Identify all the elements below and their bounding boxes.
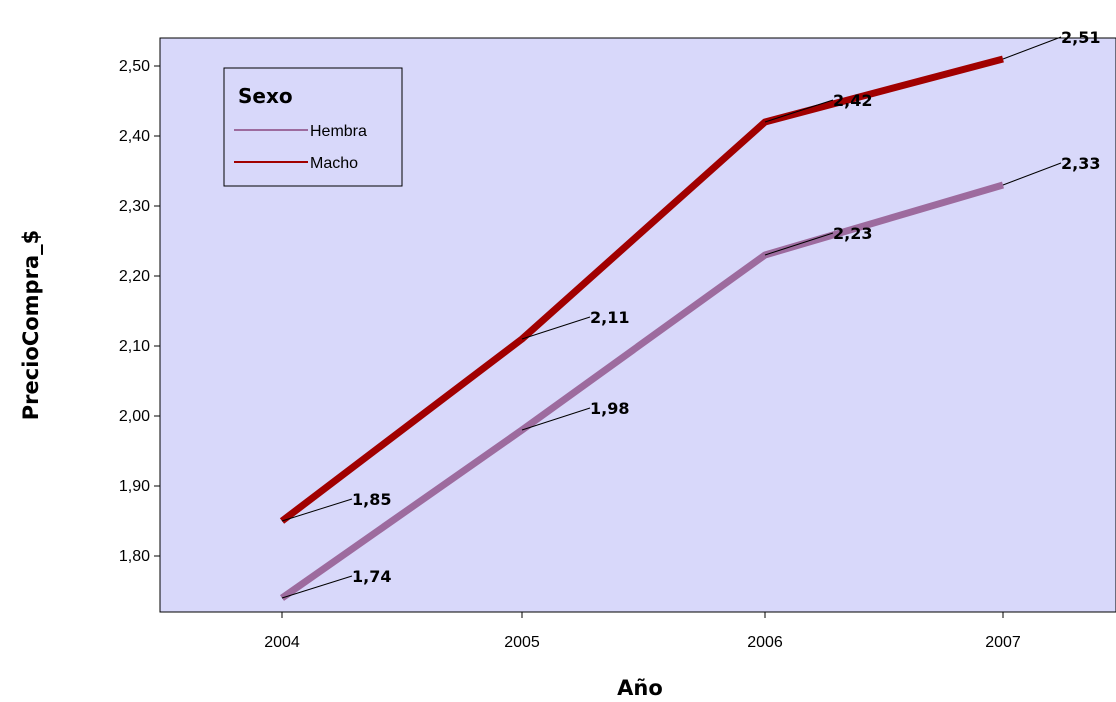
data-label-leader — [281, 575, 353, 599]
x-tick-label: 2007 — [985, 634, 1021, 651]
y-tick-label: 2,50 — [119, 58, 150, 75]
data-label-leader — [1002, 162, 1062, 186]
x-axis: 2004 2005 2006 2007 — [264, 612, 1021, 651]
y-axis-title: PrecioCompra_$ — [19, 230, 43, 420]
legend-label-macho: Macho — [310, 155, 358, 172]
data-label-leader — [521, 316, 591, 340]
y-tick-label: 2,40 — [119, 128, 150, 145]
legend-box — [223, 67, 403, 187]
data-label-leader — [764, 99, 834, 123]
series-layer — [279, 55, 1004, 601]
y-tick-label: 1,80 — [119, 548, 150, 565]
y-tick-label: 2,30 — [119, 198, 150, 215]
data-label-layer: 1,74 1,98 2,23 2,33 1,85 2,11 2,42 2,51 — [281, 28, 1100, 599]
legend-items: Hembra Macho — [234, 123, 367, 172]
data-label: 2,51 — [1061, 28, 1100, 47]
data-label: 1,85 — [352, 490, 391, 509]
y-tick-label: 2,20 — [119, 268, 150, 285]
x-axis-title: Año — [617, 676, 663, 700]
y-tick-label: 1,90 — [119, 478, 150, 495]
data-label-leader — [1002, 36, 1062, 60]
y-tick-label: 2,00 — [119, 408, 150, 425]
legend-label-hembra: Hembra — [310, 123, 367, 140]
data-label-leader — [764, 232, 834, 256]
data-label: 2,42 — [833, 91, 872, 110]
legend-title: Sexo — [238, 84, 293, 108]
data-label: 1,98 — [590, 399, 629, 418]
y-axis: 1,80 1,90 2,00 2,10 2,20 2,30 2,40 2,50 — [119, 58, 160, 565]
x-tick-label: 2006 — [747, 634, 783, 651]
data-label-leader — [281, 498, 353, 522]
x-tick-label: 2004 — [264, 634, 300, 651]
data-label: 2,33 — [1061, 154, 1100, 173]
x-tick-label: 2005 — [504, 634, 540, 651]
series-line-macho — [279, 55, 1004, 524]
data-label: 2,11 — [590, 308, 629, 327]
data-label-leader — [521, 407, 591, 431]
legend: Sexo Hembra Macho — [223, 67, 403, 187]
series-line-hembra — [279, 181, 1004, 601]
data-label: 2,23 — [833, 224, 872, 243]
data-label: 1,74 — [352, 567, 391, 586]
y-tick-label: 2,10 — [119, 338, 150, 355]
